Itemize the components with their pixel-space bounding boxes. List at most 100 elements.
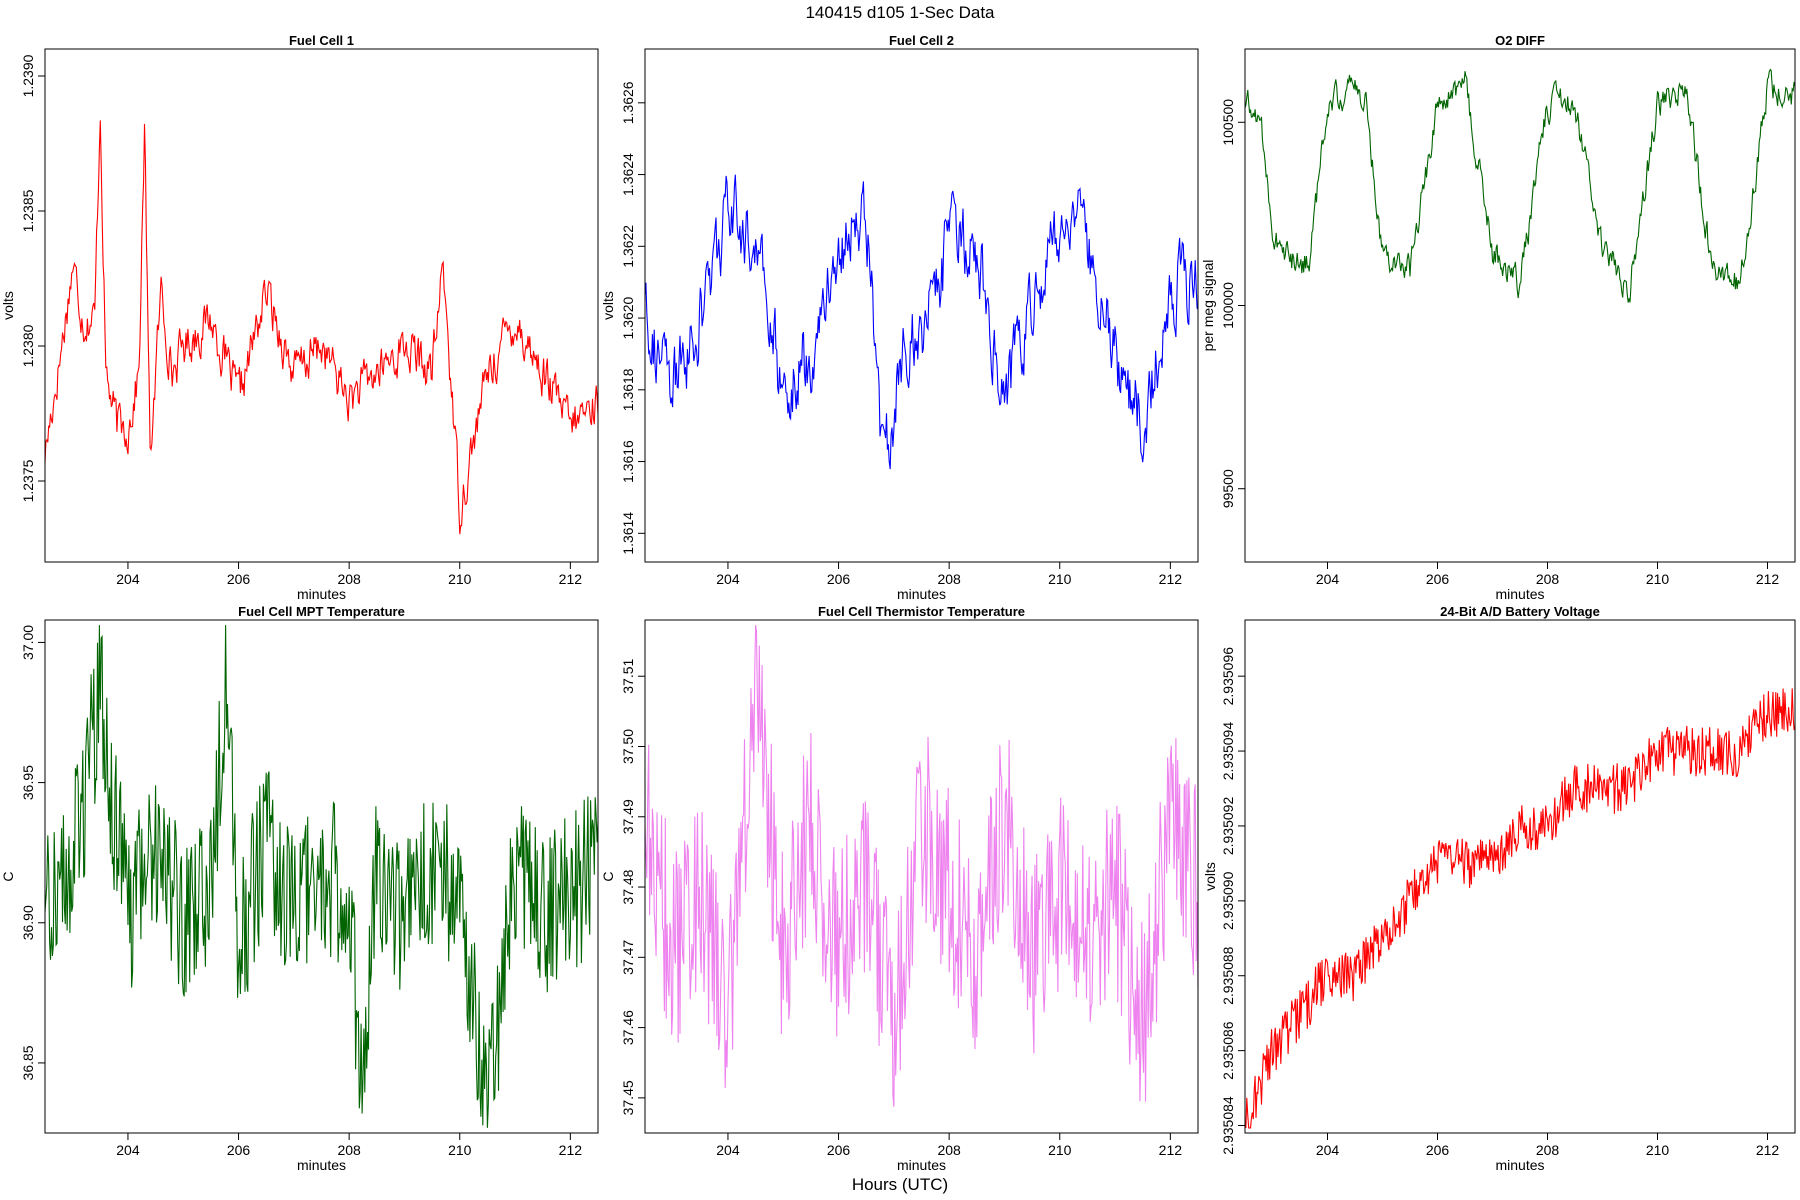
x-tick-label: 212: [1159, 571, 1183, 587]
x-tick-label: 208: [337, 571, 361, 587]
panel-3: O2 DIFF 204 206 208 210 212 minutes 99500 100000…: [1200, 33, 1796, 602]
x-tick-label: 212: [559, 1142, 583, 1158]
y-tick-label: 37.50: [620, 729, 636, 764]
y-tick-label: 1.3620: [620, 296, 636, 339]
y-tick-label: 99500: [1220, 469, 1236, 508]
y-tick-label: 2.935092: [1220, 797, 1236, 856]
series-line-4: [44, 625, 599, 1128]
x-tick-label: 210: [448, 1142, 472, 1158]
y-tick-label: 1.3616: [620, 440, 636, 483]
x-tick-label: 206: [1426, 1142, 1450, 1158]
x-tick-label: 204: [1316, 1142, 1340, 1158]
panels: Fuel Cell 1 204 206 208 210 212 minutes 1.2375 1…: [0, 33, 1796, 1173]
panel-title: Fuel Cell 1: [289, 33, 354, 48]
x-tick-label: 208: [337, 1142, 361, 1158]
x-tick-label: 204: [116, 571, 140, 587]
plot-frame: [644, 619, 1199, 1134]
panel-5: Fuel Cell Thermistor Temperature 204 206 20…: [600, 604, 1199, 1173]
y-tick-label: 1.3618: [620, 368, 636, 411]
x-axis-label: minutes: [1495, 1157, 1544, 1173]
y-tick-label: 36.95: [20, 765, 36, 800]
y-tick-label: 37.46: [620, 1010, 636, 1045]
y-axis-label: C: [600, 871, 616, 881]
x-tick-label: 212: [1159, 1142, 1183, 1158]
y-tick-label: 1.3626: [620, 81, 636, 124]
y-tick-label: 1.3622: [620, 225, 636, 268]
series-line-3: [1244, 68, 1796, 303]
series-line-5: [644, 625, 1199, 1107]
x-tick-label: 204: [1316, 571, 1340, 587]
y-tick-label: 100000: [1220, 282, 1236, 329]
y-tick-label: 1.2385: [20, 189, 36, 232]
y-tick-label: 37.49: [620, 799, 636, 834]
x-tick-label: 210: [448, 571, 472, 587]
x-tick-label: 206: [827, 1142, 851, 1158]
panel-title: 24-Bit A/D Battery Voltage: [1440, 604, 1600, 619]
series-line-2: [644, 174, 1199, 470]
plot-frame: [644, 48, 1199, 563]
panel-title: Fuel Cell Thermistor Temperature: [818, 604, 1025, 619]
plot-frame: [44, 48, 599, 563]
figure-title: 140415 d105 1-Sec Data: [805, 3, 995, 22]
x-tick-label: 206: [827, 571, 851, 587]
y-tick-label: 2.935096: [1220, 647, 1236, 706]
x-tick-label: 206: [227, 1142, 251, 1158]
series-line-6: [1244, 688, 1796, 1129]
panel-2: Fuel Cell 2 204 206 208 210 212 minutes 1.3614 1…: [600, 33, 1199, 602]
x-tick-label: 210: [1048, 571, 1072, 587]
x-tick-label: 208: [1536, 571, 1560, 587]
y-tick-label: 2.935090: [1220, 871, 1236, 930]
y-axis-label: volts: [600, 291, 616, 320]
y-tick-label: 100500: [1220, 99, 1236, 146]
x-tick-label: 210: [1048, 1142, 1072, 1158]
plot-frame: [44, 619, 599, 1134]
y-axis-label: volts: [0, 291, 16, 320]
panel-title: Fuel Cell 2: [889, 33, 954, 48]
x-axis-label: minutes: [297, 1157, 346, 1173]
x-tick-label: 206: [1426, 571, 1450, 587]
y-tick-label: 37.47: [620, 940, 636, 975]
plot-frame: [1244, 619, 1796, 1134]
figure-xlabel: Hours (UTC): [852, 1175, 948, 1194]
x-tick-label: 206: [227, 571, 251, 587]
y-axis-label: per meg signal: [1200, 260, 1216, 352]
x-axis-label: minutes: [897, 1157, 946, 1173]
panel-title: O2 DIFF: [1495, 33, 1545, 48]
x-tick-label: 204: [716, 571, 740, 587]
panel-title: Fuel Cell MPT Temperature: [238, 604, 405, 619]
y-tick-label: 37.48: [620, 869, 636, 904]
y-tick-label: 1.3624: [620, 153, 636, 196]
panel-1: Fuel Cell 1 204 206 208 210 212 minutes 1.2375 1…: [0, 33, 599, 602]
y-tick-label: 37.00: [20, 625, 36, 660]
x-tick-label: 212: [1756, 1142, 1780, 1158]
y-tick-label: 1.3614: [620, 512, 636, 555]
panel-6: 24-Bit A/D Battery Voltage 204 206 208 210 21…: [1202, 604, 1796, 1173]
series-line-1: [44, 120, 599, 535]
y-tick-label: 2.935094: [1220, 722, 1236, 781]
y-axis-label: C: [0, 871, 16, 881]
y-tick-label: 37.51: [620, 658, 636, 693]
y-tick-label: 2.935084: [1220, 1096, 1236, 1155]
x-tick-label: 210: [1646, 571, 1670, 587]
y-tick-label: 1.2375: [20, 459, 36, 502]
y-tick-label: 2.935086: [1220, 1021, 1236, 1080]
y-tick-label: 36.90: [20, 905, 36, 940]
x-tick-label: 208: [1536, 1142, 1560, 1158]
x-tick-label: 212: [1756, 571, 1780, 587]
y-tick-label: 1.2380: [20, 324, 36, 367]
x-tick-label: 210: [1646, 1142, 1670, 1158]
x-tick-label: 204: [716, 1142, 740, 1158]
panel-4: Fuel Cell MPT Temperature 204 206 208 210 212…: [0, 604, 599, 1173]
x-axis-label: minutes: [897, 586, 946, 602]
x-tick-label: 204: [116, 1142, 140, 1158]
y-axis-label: volts: [1202, 862, 1218, 891]
y-tick-label: 2.935088: [1220, 946, 1236, 1005]
y-tick-label: 1.2390: [20, 54, 36, 97]
x-tick-label: 208: [937, 1142, 961, 1158]
y-tick-label: 36.85: [20, 1045, 36, 1080]
x-axis-label: minutes: [297, 586, 346, 602]
x-axis-label: minutes: [1495, 586, 1544, 602]
y-tick-label: 37.45: [620, 1080, 636, 1115]
x-tick-label: 208: [937, 571, 961, 587]
